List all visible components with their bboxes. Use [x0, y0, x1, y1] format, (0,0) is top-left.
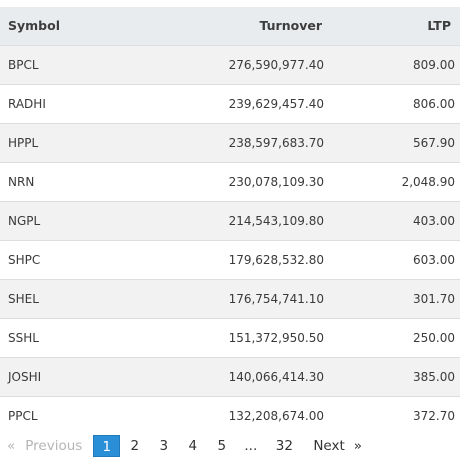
turnover-table-container: Symbol Turnover LTP BPCL 276,590,977.40 …	[0, 7, 460, 435]
page-button-32[interactable]: 32	[275, 438, 293, 454]
cell-turnover: 239,629,457.40	[228, 96, 324, 111]
cell-symbol: NRN	[8, 174, 35, 189]
page-button-3[interactable]: 3	[159, 438, 169, 454]
chevron-right-double-icon: »	[353, 438, 363, 454]
table-header-row: Symbol Turnover LTP	[0, 7, 460, 46]
table-row: PPCL 132,208,674.00 372.70	[0, 396, 460, 435]
table-row: BPCL 276,590,977.40 809.00	[0, 45, 460, 84]
table-row: SHEL 176,754,741.10 301.70	[0, 279, 460, 318]
cell-turnover: 230,078,109.30	[228, 174, 324, 189]
column-header-symbol[interactable]: Symbol	[0, 7, 150, 46]
cell-turnover: 179,628,532.80	[228, 252, 324, 267]
pagination-ellipsis: ...	[244, 438, 258, 454]
previous-label: Previous	[25, 438, 83, 454]
cell-ltp: 301.70	[413, 291, 455, 306]
cell-ltp: 809.00	[413, 57, 455, 72]
table-row: RADHI 239,629,457.40 806.00	[0, 84, 460, 123]
cell-turnover: 176,754,741.10	[228, 291, 324, 306]
next-label: Next	[313, 438, 345, 454]
cell-symbol: PPCL	[8, 408, 38, 423]
turnover-table: Symbol Turnover LTP BPCL 276,590,977.40 …	[0, 7, 460, 435]
column-header-turnover[interactable]: Turnover	[150, 7, 334, 46]
cell-symbol: JOSHI	[8, 369, 42, 384]
page-button-4[interactable]: 4	[188, 438, 198, 454]
page-button-2[interactable]: 2	[130, 438, 140, 454]
table-row: SSHL 151,372,950.50 250.00	[0, 318, 460, 357]
cell-ltp: 250.00	[413, 330, 455, 345]
cell-symbol: SHPC	[8, 252, 41, 267]
cell-turnover: 132,208,674.00	[228, 408, 324, 423]
cell-turnover: 214,543,109.80	[228, 213, 324, 228]
previous-button: « Previous	[7, 438, 82, 454]
next-button[interactable]: Next »	[313, 438, 362, 454]
cell-ltp: 2,048.90	[401, 174, 455, 189]
table-row: SHPC 179,628,532.80 603.00	[0, 240, 460, 279]
column-header-ltp[interactable]: LTP	[334, 7, 460, 46]
cell-turnover: 140,066,414.30	[228, 369, 324, 384]
page-button-5[interactable]: 5	[217, 438, 227, 454]
table-row: NGPL 214,543,109.80 403.00	[0, 201, 460, 240]
cell-symbol: SHEL	[8, 291, 39, 306]
cell-symbol: RADHI	[8, 96, 46, 111]
cell-symbol: BPCL	[8, 57, 39, 72]
page-button-1[interactable]: 1	[93, 435, 121, 457]
cell-ltp: 403.00	[413, 213, 455, 228]
table-row: NRN 230,078,109.30 2,048.90	[0, 162, 460, 201]
cell-symbol: HPPL	[8, 135, 39, 150]
cell-symbol: SSHL	[8, 330, 39, 345]
cell-ltp: 603.00	[413, 252, 455, 267]
cell-ltp: 806.00	[413, 96, 455, 111]
table-header: Symbol Turnover LTP	[0, 7, 460, 46]
table-row: JOSHI 140,066,414.30 385.00	[0, 357, 460, 396]
cell-turnover: 151,372,950.50	[228, 330, 324, 345]
cell-symbol: NGPL	[8, 213, 41, 228]
cell-ltp: 385.00	[413, 369, 455, 384]
cell-ltp: 372.70	[413, 408, 455, 423]
table-row: HPPL 238,597,683.70 567.90	[0, 123, 460, 162]
pagination: « Previous 1 2 3 4 5 ... 32 Next »	[0, 434, 460, 458]
table-body: BPCL 276,590,977.40 809.00 RADHI 239,629…	[0, 45, 460, 435]
cell-turnover: 238,597,683.70	[228, 135, 324, 150]
cell-turnover: 276,590,977.40	[228, 57, 324, 72]
chevron-left-double-icon: «	[7, 438, 16, 454]
cell-ltp: 567.90	[413, 135, 455, 150]
